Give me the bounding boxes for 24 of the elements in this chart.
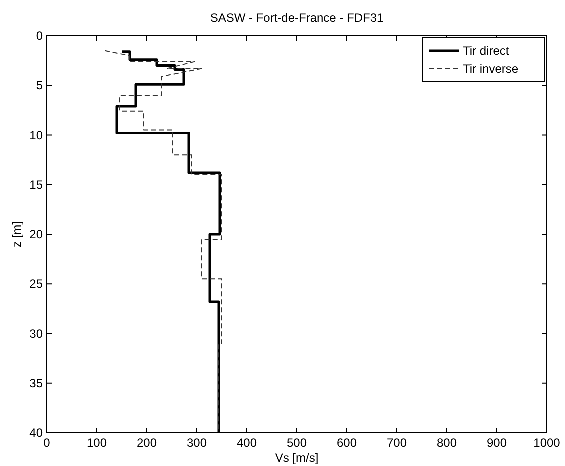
x-axis-title: Vs [m/s] — [275, 451, 319, 465]
x-tick-label: 200 — [136, 436, 158, 450]
x-tick-label: 300 — [186, 436, 208, 450]
y-tick-label: 20 — [30, 228, 44, 242]
x-tick-label: 800 — [436, 436, 458, 450]
y-axis-title: z [m] — [10, 222, 24, 248]
y-tick-label: 15 — [30, 178, 44, 192]
y-tick-label: 40 — [30, 426, 44, 440]
legend-label: Tir inverse — [463, 62, 519, 76]
x-tick-label: 600 — [336, 436, 358, 450]
y-tick-label: 10 — [30, 128, 44, 142]
x-tick-label: 400 — [236, 436, 258, 450]
y-tick-label: 5 — [36, 78, 44, 93]
legend-label: Tir direct — [463, 44, 510, 58]
x-tick-label: 700 — [386, 436, 408, 450]
x-tick-label: 500 — [286, 436, 308, 450]
x-tick-label: 1000 — [534, 436, 561, 450]
x-tick-label: 100 — [86, 436, 108, 450]
y-tick-label: 35 — [30, 376, 44, 390]
chart-title: SASW - Fort-de-France - FDF31 — [210, 11, 384, 25]
x-tick-label: 900 — [486, 436, 508, 450]
y-tick-label: 30 — [30, 326, 44, 341]
y-tick-label: 0 — [36, 29, 44, 43]
y-tick-label: 25 — [30, 277, 44, 292]
